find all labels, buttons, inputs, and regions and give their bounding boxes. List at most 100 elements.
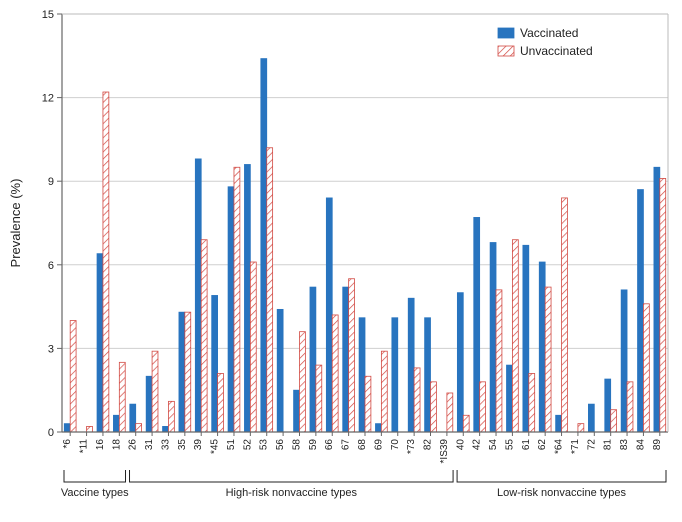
bar [408, 298, 414, 432]
bar [130, 404, 136, 432]
group-label: High-risk nonvaccine types [226, 487, 358, 499]
bar [185, 312, 191, 432]
bar [414, 368, 420, 432]
bar [588, 404, 594, 432]
x-tick-label: 42 [472, 439, 483, 451]
x-tick-label: 58 [291, 439, 302, 451]
x-tick-label: 56 [275, 439, 286, 451]
x-tick-label: 67 [341, 439, 352, 451]
bar [611, 410, 617, 432]
bar [556, 415, 562, 432]
bar [545, 287, 551, 432]
bar [507, 365, 513, 432]
bar [294, 390, 300, 432]
x-tick-label: 61 [521, 439, 532, 451]
bar [332, 315, 338, 432]
bar [326, 198, 332, 432]
x-tick-label: 51 [226, 439, 237, 451]
bar [638, 190, 644, 432]
bar [349, 279, 355, 432]
bar [490, 243, 496, 432]
y-tick-label: 9 [48, 176, 54, 188]
chart-container: 03691215*6*1116182631333539*455152535658… [0, 0, 682, 522]
bar [212, 295, 218, 432]
x-tick-label: *6 [62, 439, 73, 449]
x-tick-label: 52 [242, 439, 253, 451]
x-tick-label: 53 [259, 439, 270, 451]
bar [643, 304, 649, 432]
bar [250, 262, 256, 432]
x-tick-label: *45 [210, 439, 221, 454]
group-label: Vaccine types [61, 487, 129, 499]
y-axis-label: Prevalence (%) [8, 179, 23, 268]
legend-swatch [498, 28, 514, 38]
x-tick-label: 39 [193, 439, 204, 451]
x-tick-label: 31 [144, 439, 155, 451]
x-tick-label: 18 [111, 439, 122, 451]
x-tick-label: 55 [504, 439, 515, 451]
x-tick-label: 84 [635, 439, 646, 451]
bar [168, 401, 174, 432]
legend-label: Unvaccinated [520, 44, 593, 58]
x-tick-label: 35 [177, 439, 188, 451]
bar [480, 382, 486, 432]
x-tick-label: 33 [160, 439, 171, 451]
x-tick-label: 40 [455, 439, 466, 451]
bar [523, 245, 529, 432]
bar [299, 332, 305, 432]
bar [463, 415, 469, 432]
x-tick-label: 81 [603, 439, 614, 451]
bar [261, 59, 267, 432]
x-tick-label: 72 [586, 439, 597, 451]
bar [627, 382, 633, 432]
bar [392, 318, 398, 432]
bar [457, 293, 463, 432]
x-tick-label: 26 [128, 439, 139, 451]
y-tick-label: 0 [48, 427, 54, 439]
bar [578, 424, 584, 432]
bar [103, 92, 109, 432]
bar [343, 287, 349, 432]
bar [562, 198, 568, 432]
bar [621, 290, 627, 432]
bar [447, 393, 453, 432]
bar [365, 376, 371, 432]
bar [87, 426, 93, 432]
bar [605, 379, 611, 432]
x-tick-label: 68 [357, 439, 368, 451]
bar [64, 424, 70, 432]
bar [277, 309, 283, 432]
bar [113, 415, 119, 432]
bar [316, 365, 322, 432]
bar [201, 240, 207, 432]
x-tick-label: *71 [570, 439, 581, 454]
group-label: Low-risk nonvaccine types [497, 487, 627, 499]
bar [228, 187, 234, 432]
bar [496, 290, 502, 432]
bar [310, 287, 316, 432]
bar [136, 424, 142, 432]
bar [431, 382, 437, 432]
x-tick-label: 66 [324, 439, 335, 451]
x-tick-label: 62 [537, 439, 548, 451]
x-tick-label: *64 [554, 439, 565, 454]
bar [163, 426, 169, 432]
bar [359, 318, 365, 432]
bar [119, 362, 125, 432]
x-tick-label: *IS39 [439, 439, 450, 464]
bar [474, 217, 480, 432]
bar [179, 312, 185, 432]
bar [425, 318, 431, 432]
bar [660, 178, 666, 432]
y-tick-label: 3 [48, 343, 54, 355]
x-tick-label: 54 [488, 439, 499, 451]
bar [218, 373, 224, 432]
x-tick-label: 69 [373, 439, 384, 451]
y-tick-label: 12 [42, 93, 54, 105]
bar [654, 167, 660, 432]
prevalence-bar-chart: 03691215*6*1116182631333539*455152535658… [0, 0, 682, 522]
x-tick-label: *73 [406, 439, 417, 454]
y-tick-label: 6 [48, 260, 54, 272]
bar [375, 424, 381, 432]
x-tick-label: 16 [95, 439, 106, 451]
